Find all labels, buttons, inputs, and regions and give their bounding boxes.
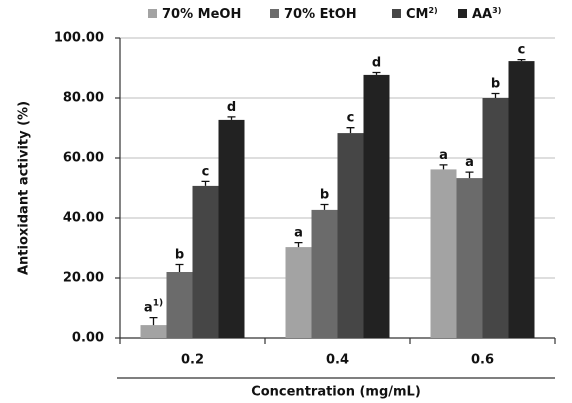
- bar: [311, 209, 338, 338]
- y-tick-label: 60.00: [63, 151, 104, 166]
- significance-letter: b: [491, 76, 500, 91]
- error-bar: [372, 71, 381, 75]
- error-bar: [175, 263, 184, 272]
- legend-name: 70% MeOH: [162, 7, 241, 22]
- significance-letter: d: [372, 55, 381, 70]
- significance-letter: a: [465, 155, 474, 170]
- significance-letter: b: [175, 247, 184, 262]
- error-bar: [439, 164, 448, 170]
- significance-letter: c: [518, 42, 526, 57]
- bar: [508, 61, 535, 338]
- legend-name: AA: [472, 7, 492, 22]
- letter: b: [320, 187, 329, 202]
- letter: c: [347, 110, 355, 125]
- bar: [456, 178, 483, 338]
- legend-swatch: [392, 9, 401, 18]
- letter: a: [144, 300, 153, 315]
- letter: c: [202, 164, 210, 179]
- significance-letter: a: [294, 225, 303, 240]
- legend-swatch: [148, 9, 157, 18]
- error-bar: [517, 58, 526, 62]
- bar: [140, 325, 167, 338]
- letter: a: [439, 147, 448, 162]
- significance-letter: b: [320, 187, 329, 202]
- legend-label: CM2): [406, 6, 438, 22]
- letter: c: [518, 42, 526, 57]
- legend-label: 70% MeOH: [162, 7, 241, 22]
- letter: a: [465, 155, 474, 170]
- letter: d: [372, 55, 381, 70]
- letter: a: [294, 225, 303, 240]
- error-bar: [346, 127, 355, 134]
- bar: [337, 133, 364, 338]
- significance-letter: d: [227, 99, 236, 114]
- legend-note: 2): [428, 6, 437, 15]
- error-bar: [491, 92, 500, 98]
- x-tick-label: 0.4: [326, 353, 349, 368]
- bar: [430, 169, 457, 338]
- error-bar: [201, 180, 210, 186]
- letter: b: [491, 76, 500, 91]
- significance-letter: c: [202, 164, 210, 179]
- bar: [166, 272, 193, 338]
- x-axis-label: Concentration (mg/mL): [251, 385, 421, 400]
- error-bar: [294, 241, 303, 248]
- error-bar: [227, 116, 236, 120]
- significance-letter: a1): [144, 298, 163, 315]
- significance-letter: a: [439, 147, 448, 162]
- x-tick-label: 0.2: [181, 353, 204, 368]
- legend-swatch: [458, 9, 467, 18]
- legend-label: 70% EtOH: [284, 7, 357, 22]
- bar: [363, 74, 390, 339]
- y-tick-label: 80.00: [63, 91, 104, 106]
- error-bar: [149, 316, 158, 326]
- error-bar: [465, 171, 474, 179]
- x-tick-label: 0.6: [471, 353, 494, 368]
- legend-swatch: [270, 9, 279, 18]
- bar: [218, 119, 245, 339]
- legend-note: 3): [492, 6, 501, 15]
- y-tick-label: 40.00: [63, 211, 104, 226]
- bar: [482, 98, 509, 338]
- bar: [192, 185, 219, 338]
- y-tick-label: 0.00: [72, 331, 104, 346]
- y-tick-label: 20.00: [63, 271, 104, 286]
- y-axis-label: Antioxidant activity (%): [17, 101, 32, 275]
- legend-label: AA3): [472, 6, 501, 22]
- significance-letter: c: [347, 110, 355, 125]
- bar: [285, 247, 312, 338]
- legend-name: 70% EtOH: [284, 7, 357, 22]
- letter-note: 1): [153, 298, 163, 308]
- letter: d: [227, 99, 236, 114]
- legend-name: CM: [406, 7, 428, 22]
- y-tick-label: 100.00: [54, 31, 104, 46]
- error-bar: [320, 203, 329, 210]
- letter: b: [175, 247, 184, 262]
